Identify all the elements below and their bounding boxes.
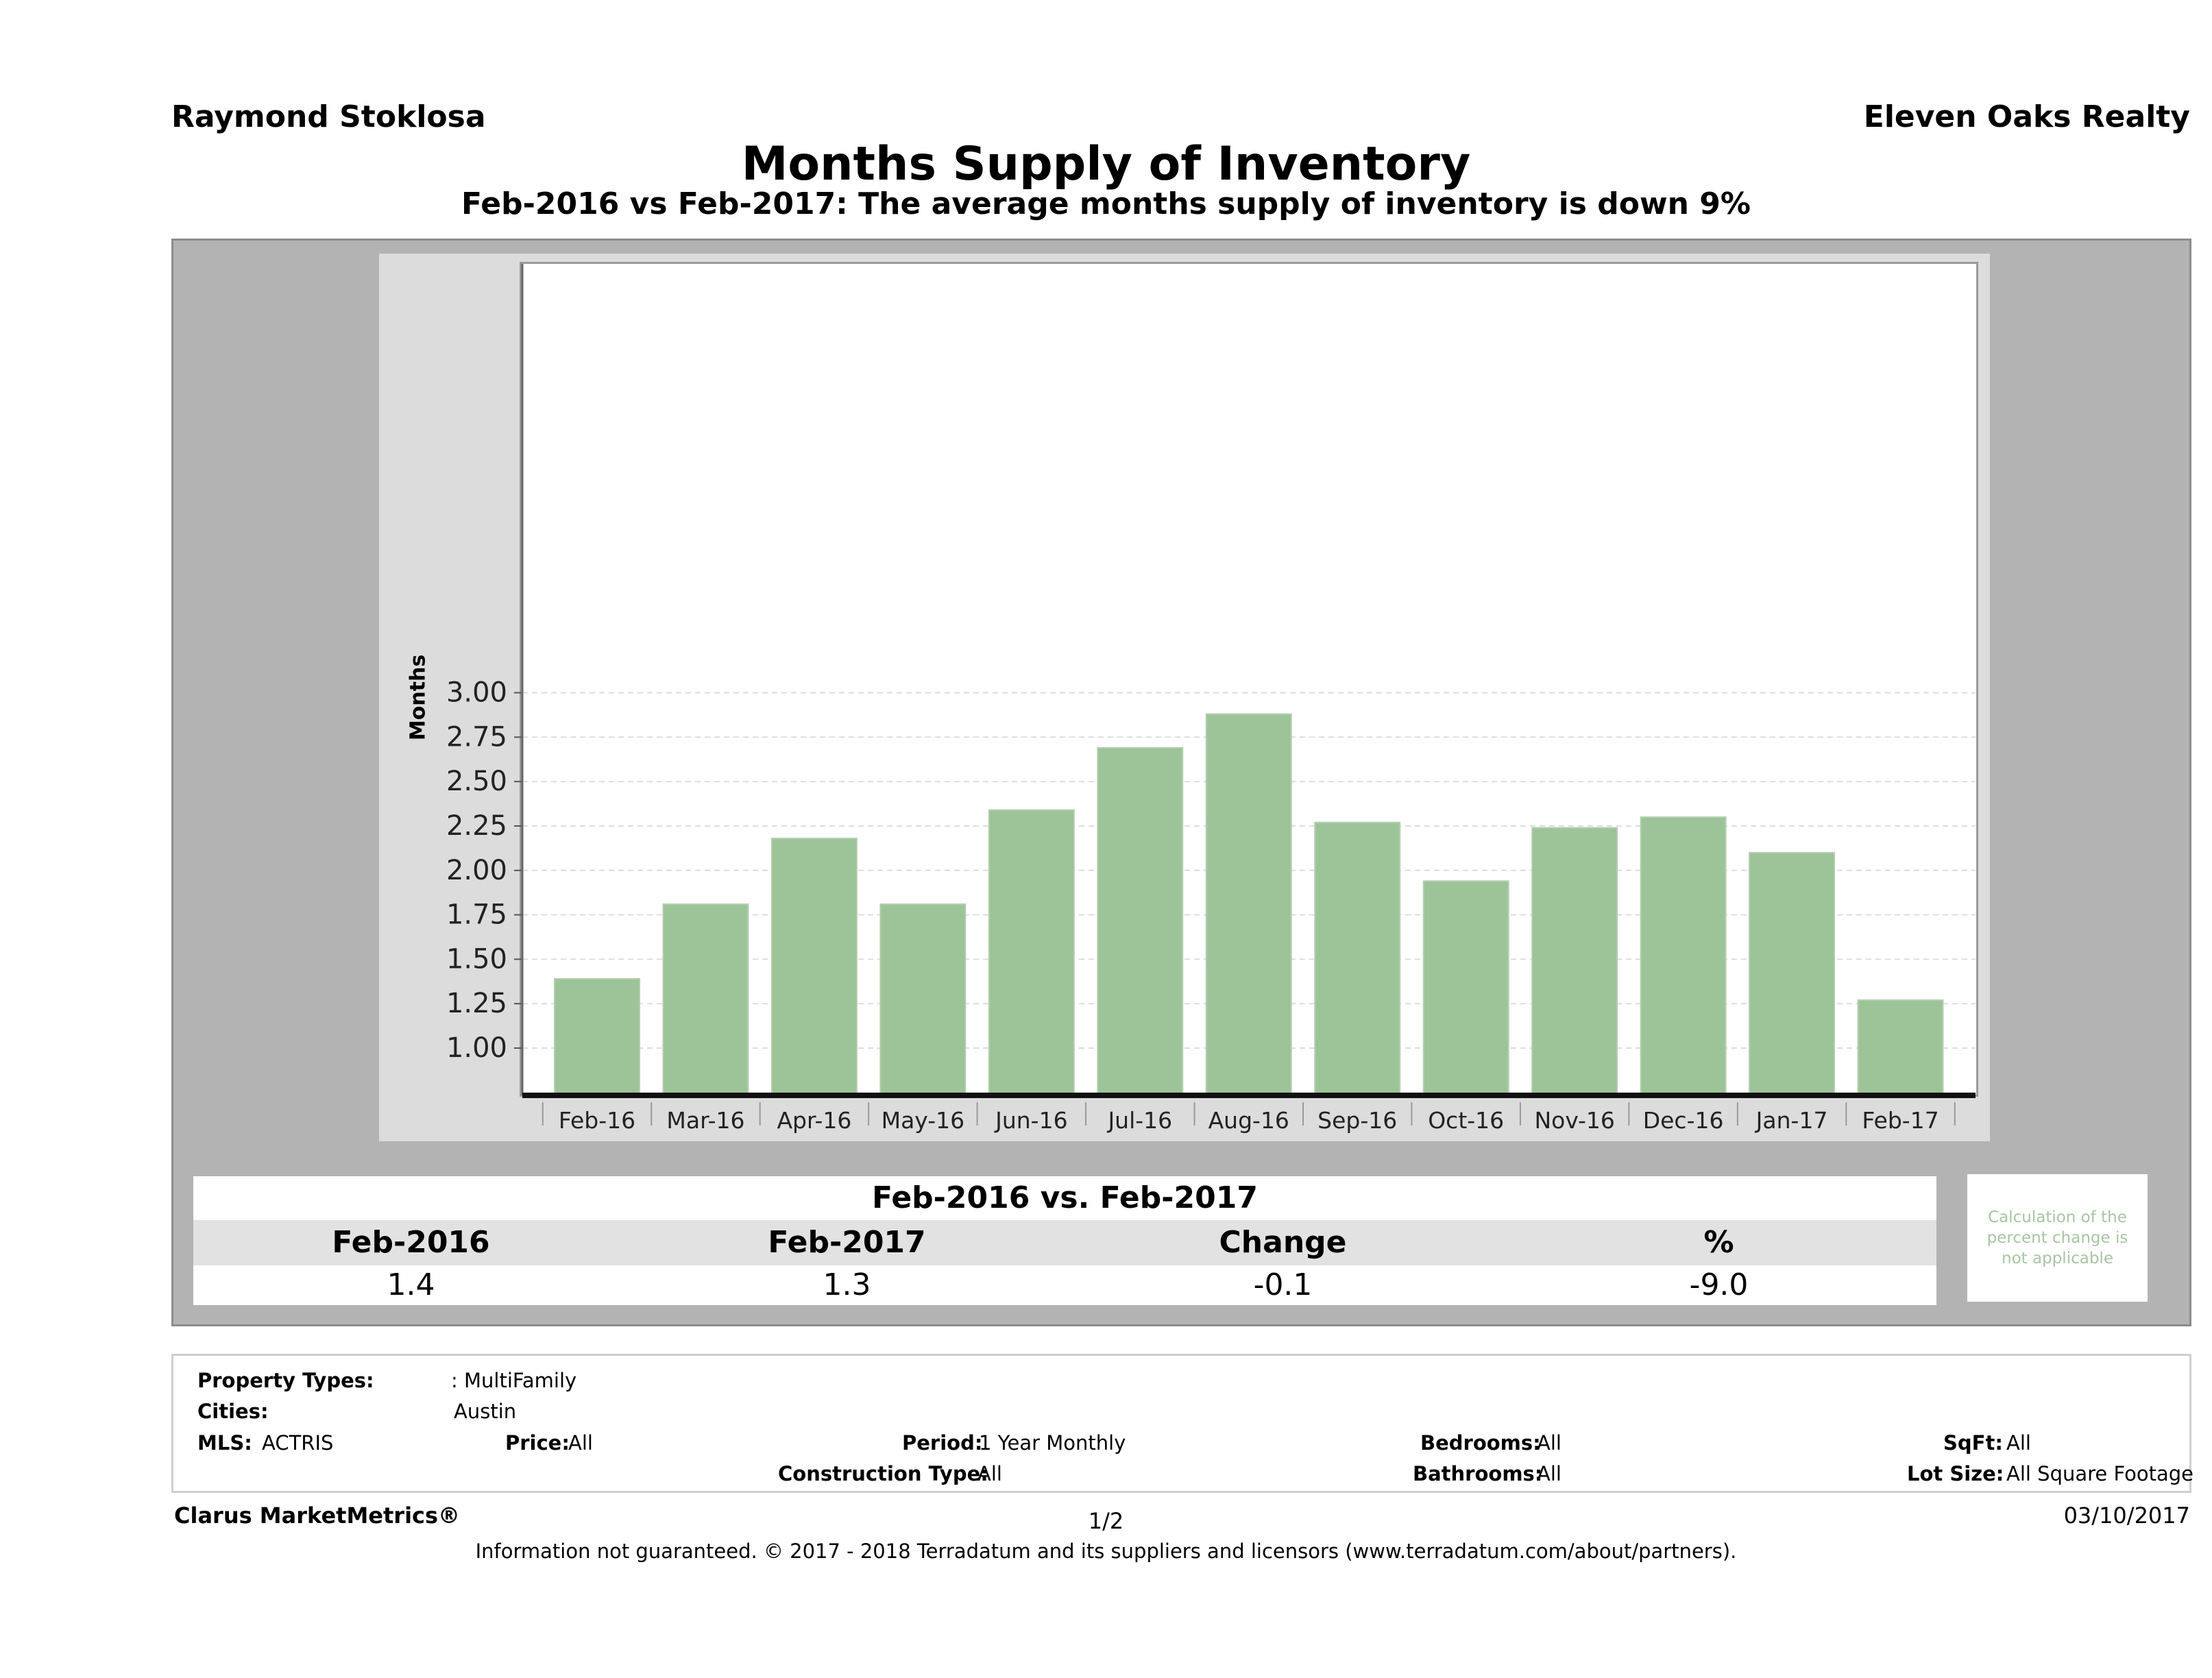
value-percent: -9.0 <box>1689 1267 1749 1302</box>
y-tick-label: 2.25 <box>446 810 507 842</box>
y-tick-label: 1.00 <box>446 1032 507 1064</box>
x-tick-label: Mar-16 <box>666 1107 744 1134</box>
report-subtitle: Feb-2016 vs Feb-2017: The average months… <box>461 186 1751 221</box>
x-tick-label: Oct-16 <box>1428 1107 1504 1134</box>
property-types-value: : MultiFamily <box>451 1369 577 1392</box>
comparison-column-headers: Feb-2016 Feb-2017 Change % <box>193 1220 1936 1265</box>
column-header-feb-2017: Feb-2017 <box>768 1225 926 1260</box>
cities-label: Cities: <box>197 1400 269 1423</box>
price-value: All <box>568 1431 593 1455</box>
column-header-feb-2016: Feb-2016 <box>332 1225 490 1260</box>
bar-apr-16 <box>770 838 858 1097</box>
construction-type-value: All <box>977 1462 1002 1485</box>
bathrooms-value: All <box>1537 1462 1561 1485</box>
y-tick-label: 2.75 <box>446 721 507 753</box>
bar-dec-16 <box>1640 816 1727 1097</box>
bar-jan-17 <box>1749 851 1836 1096</box>
bar-feb-16 <box>554 977 640 1096</box>
office-name: Eleven Oaks Realty <box>1863 99 2190 134</box>
value-change: -0.1 <box>1253 1267 1313 1302</box>
y-tick-label: 1.75 <box>446 899 507 931</box>
bar-chart: 1.00 1.25 1.50 1.75 2.00 2.25 2.50 2.75 3.00 Feb-… <box>446 264 1976 1134</box>
period-value: 1 Year Monthly <box>979 1431 1126 1455</box>
x-tick-label: Feb-17 <box>1862 1107 1938 1134</box>
y-tick-label: 2.00 <box>446 855 507 886</box>
x-tick-label: Jan-17 <box>1755 1107 1828 1134</box>
x-tick-label: Jul-16 <box>1106 1107 1172 1134</box>
comparison-heading: Feb-2016 vs. Feb-2017 <box>193 1176 1936 1220</box>
bedrooms-label: Bedrooms: <box>1420 1431 1541 1455</box>
report-date: 03/10/2017 <box>2063 1503 2190 1529</box>
x-tick-label: Aug-16 <box>1208 1107 1289 1134</box>
bar-mar-16 <box>662 903 749 1096</box>
value-feb-2017: 1.3 <box>823 1267 871 1302</box>
lot-size-value: All Square Footage <box>2006 1462 2194 1485</box>
report-title: Months Supply of Inventory <box>741 137 1471 191</box>
y-tick-label: 2.50 <box>446 766 507 797</box>
percent-change-note-text: Calculation of the percent change is not… <box>1986 1208 2128 1267</box>
cities-value: Austin <box>454 1400 517 1423</box>
bar-sep-16 <box>1314 821 1401 1097</box>
footer-brand: Clarus MarketMetrics® <box>174 1503 461 1529</box>
bar-feb-17 <box>1857 999 1944 1096</box>
page-number: 1/2 <box>1088 1508 1124 1534</box>
comparison-values: 1.4 1.3 -0.1 -9.0 <box>193 1265 1936 1305</box>
bar-jun-16 <box>988 809 1075 1096</box>
x-tick-label: Jun-16 <box>994 1107 1067 1134</box>
property-types-label: Property Types: <box>197 1369 374 1392</box>
y-tick-label: 1.50 <box>446 943 507 975</box>
x-tick-label: Dec-16 <box>1643 1107 1724 1134</box>
criteria-box <box>171 1354 2191 1493</box>
price-label: Price: <box>505 1431 570 1455</box>
mls-label: MLS: <box>197 1431 252 1455</box>
x-tick-label: Sep-16 <box>1317 1107 1397 1134</box>
y-axis-label: Months <box>406 654 430 741</box>
bedrooms-value: All <box>1537 1431 1561 1455</box>
bar-may-16 <box>879 903 967 1096</box>
sqft-label: SqFt: <box>1943 1431 2003 1455</box>
bar-nov-16 <box>1531 827 1618 1097</box>
bar-jul-16 <box>1097 746 1184 1097</box>
disclaimer: Information not guaranteed. © 2017 - 201… <box>475 1540 1737 1563</box>
construction-type-label: Construction Type: <box>778 1462 988 1485</box>
period-label: Period: <box>902 1431 983 1455</box>
mls-value: ACTRIS <box>262 1431 334 1455</box>
percent-change-note: Calculation of the percent change is not… <box>1967 1174 2148 1302</box>
column-header-percent: % <box>1703 1225 1734 1260</box>
bar-oct-16 <box>1422 880 1509 1097</box>
y-tick-label: 1.25 <box>446 988 507 1019</box>
sqft-value: All <box>2006 1431 2031 1455</box>
value-feb-2016: 1.4 <box>387 1267 435 1302</box>
bar-aug-16 <box>1205 713 1292 1096</box>
lot-size-label: Lot Size: <box>1907 1462 2004 1485</box>
bathrooms-label: Bathrooms: <box>1413 1462 1543 1485</box>
column-header-change: Change <box>1219 1225 1347 1260</box>
x-tick-label: May-16 <box>882 1107 965 1134</box>
agent-name: Raymond Stoklosa <box>171 99 486 134</box>
x-tick-label: Nov-16 <box>1534 1107 1614 1134</box>
x-tick-label: Apr-16 <box>777 1107 851 1134</box>
y-tick-label: 3.00 <box>446 677 507 709</box>
x-tick-label: Feb-16 <box>559 1107 635 1134</box>
